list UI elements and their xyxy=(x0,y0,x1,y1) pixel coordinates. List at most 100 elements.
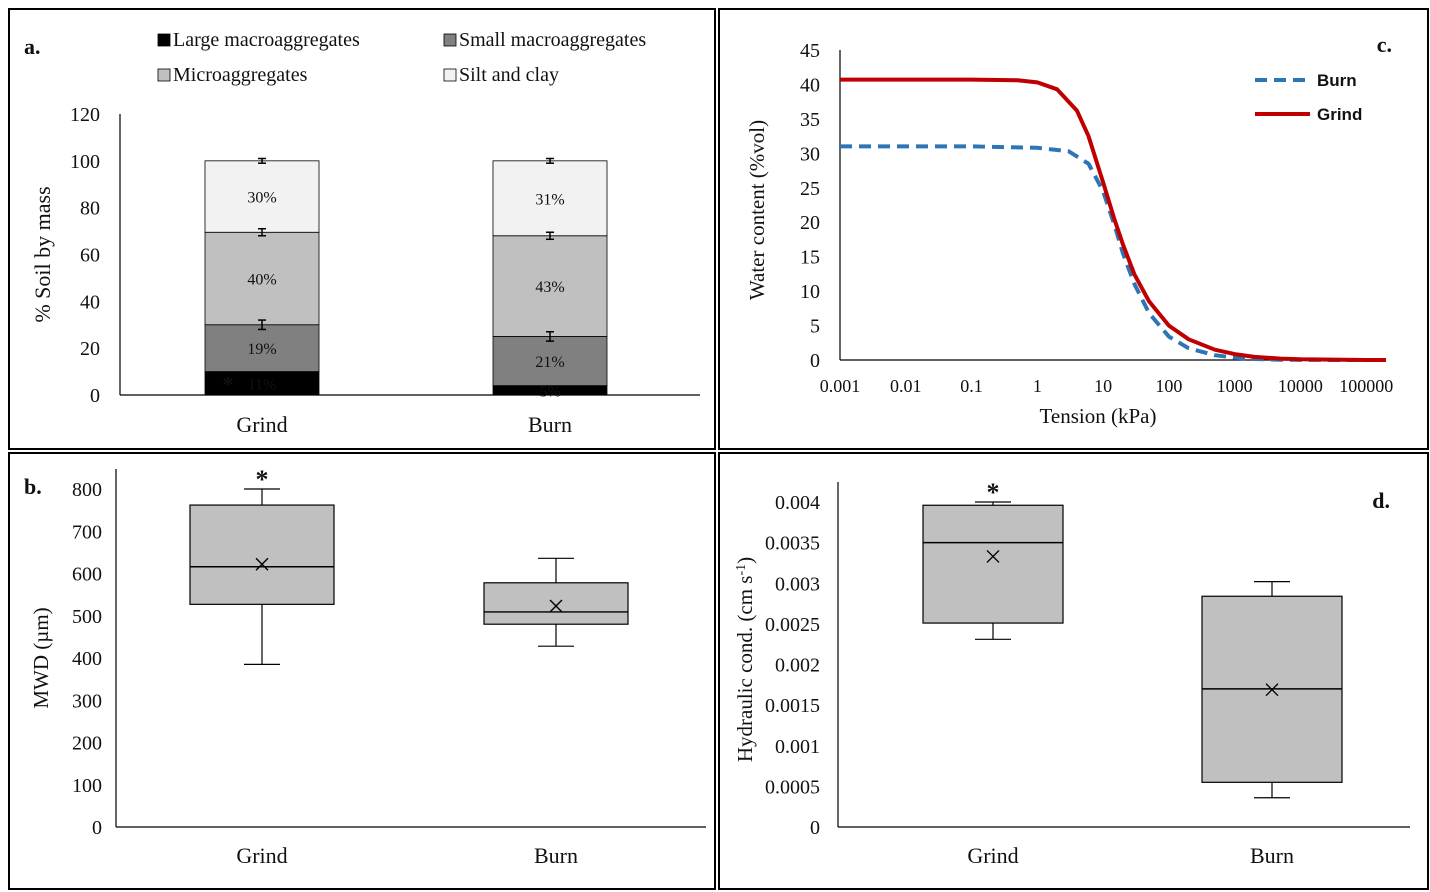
data-label: 5% xyxy=(539,383,560,400)
y-axis-title: % Soil by mass xyxy=(30,186,55,322)
y-tick-label: 0.003 xyxy=(775,573,820,595)
x-tick-label: Burn xyxy=(528,412,572,437)
y-tick-label: 0.001 xyxy=(775,736,820,758)
data-label: 31% xyxy=(535,191,564,208)
y-tick-label: 500 xyxy=(72,606,102,628)
chart-d-hydraulic-boxplot: d. 0 0.0005 0.001 0.0015 0.002 0.0025 0.003 0.00… xyxy=(733,478,1410,868)
mean-marker xyxy=(549,599,563,613)
y-tick-label: 120 xyxy=(70,104,100,126)
y-tick-label: 10 xyxy=(800,281,820,303)
y-tick-label: 25 xyxy=(800,178,820,200)
y-axis-title: Hydraulic cond. (cm s-1) xyxy=(733,557,757,762)
y-axis-title: Water content (%vol) xyxy=(745,120,769,300)
y-tick-label: 0.0025 xyxy=(765,614,820,636)
y-tick-label: 0 xyxy=(90,385,100,407)
panel-letter: b. xyxy=(24,474,42,499)
y-tick-label: 0.0005 xyxy=(765,776,820,798)
y-tick-label: 40 xyxy=(80,291,100,313)
y-tick-label: 20 xyxy=(80,338,100,360)
data-label: 40% xyxy=(247,272,276,289)
mean-marker xyxy=(986,549,1000,563)
y-tick-label: 300 xyxy=(72,690,102,712)
legend-swatch xyxy=(443,68,457,82)
bar-segment xyxy=(492,336,608,387)
y-tick-label: 15 xyxy=(800,247,820,269)
x-tick-label: 10000 xyxy=(1278,376,1323,396)
chart-b-mwd-boxplot: b. 0 100 200 300 400 500 600 700 800 MWD (µm) * Grin… xyxy=(24,465,706,868)
y-axis-title: MWD (µm) xyxy=(29,607,53,708)
y-tick-label: 0 xyxy=(92,817,102,839)
legend-label: Large macroaggregates xyxy=(173,29,360,51)
y-tick-label: 60 xyxy=(80,245,100,267)
legend-swatch xyxy=(443,33,457,47)
x-tick-label: 0.01 xyxy=(890,376,922,396)
x-tick-label: Grind xyxy=(967,843,1018,868)
series-line-burn xyxy=(840,144,1386,362)
chart-a-stacked-bar: a. 0 20 40 60 80 100 120 % Soil by mass 11% 19% 40%… xyxy=(24,29,700,437)
y-tick-label: 5 xyxy=(810,316,820,338)
y-tick-label: 400 xyxy=(72,648,102,670)
legend-label: Burn xyxy=(1317,71,1357,90)
x-tick-label: 10 xyxy=(1094,376,1112,396)
y-tick-label: 100 xyxy=(72,775,102,797)
x-tick-label: Grind xyxy=(236,412,287,437)
data-label: 11% xyxy=(248,376,277,393)
box xyxy=(483,582,629,625)
series-line-grind xyxy=(840,77,1386,362)
significance-star: * xyxy=(223,371,234,396)
bar-segment xyxy=(204,324,320,372)
x-tick-label: 100 xyxy=(1155,376,1182,396)
panel-letter: a. xyxy=(24,34,41,59)
data-label: 30% xyxy=(247,190,276,207)
panel-c: c. 0 5 10 15 20 25 30 35 40 45 0.001 0.01 0.1 1 10 100 10… xyxy=(718,8,1429,450)
legend-label: Small macroaggregates xyxy=(459,29,646,51)
y-tick-label: 100 xyxy=(70,151,100,173)
x-tick-label: 100000 xyxy=(1339,376,1393,396)
y-tick-label: 40 xyxy=(800,74,820,96)
significance-star: * xyxy=(256,465,269,494)
x-tick-label: Grind xyxy=(236,843,287,868)
panel-letter: d. xyxy=(1372,488,1390,513)
x-axis-title: Tension (kPa) xyxy=(1040,404,1157,428)
legend-swatch xyxy=(157,68,171,82)
y-tick-label: 700 xyxy=(72,521,102,543)
legend-label: Microaggregates xyxy=(173,64,308,86)
x-tick-label: Burn xyxy=(534,843,578,868)
data-label: 21% xyxy=(535,354,564,371)
y-tick-label: 0.0015 xyxy=(765,695,820,717)
legend-label: Silt and clay xyxy=(459,64,559,86)
y-tick-label: 30 xyxy=(800,143,820,165)
y-tick-label: 800 xyxy=(72,479,102,501)
y-tick-label: 0.002 xyxy=(775,655,820,677)
y-tick-label: 0.0035 xyxy=(765,533,820,555)
x-tick-label: 1000 xyxy=(1217,376,1253,396)
x-tick-label: 1 xyxy=(1033,376,1042,396)
x-tick-label: Burn xyxy=(1250,843,1294,868)
y-tick-label: 0 xyxy=(810,350,820,372)
x-tick-label: 0.001 xyxy=(820,376,861,396)
legend-label: Grind xyxy=(1317,105,1362,124)
y-tick-label: 0 xyxy=(810,817,820,839)
y-tick-label: 0.004 xyxy=(775,492,820,514)
y-tick-label: 200 xyxy=(72,733,102,755)
box xyxy=(922,504,1064,624)
panel-d: d. 0 0.0005 0.001 0.0015 0.002 0.0025 0.003 0.00… xyxy=(718,452,1429,890)
y-tick-label: 45 xyxy=(800,40,820,62)
y-tick-label: 80 xyxy=(80,198,100,220)
y-tick-label: 35 xyxy=(800,109,820,131)
mean-marker xyxy=(1265,683,1279,697)
panel-a: a. 0 20 40 60 80 100 120 % Soil by mass 11% 19% 40%… xyxy=(8,8,716,450)
y-tick-label: 600 xyxy=(72,564,102,586)
box xyxy=(189,504,335,605)
chart-c-retention-curve: c. 0 5 10 15 20 25 30 35 40 45 0.001 0.01 0.1 1 10 100 10… xyxy=(745,32,1393,428)
data-label: 19% xyxy=(247,341,276,358)
bar-segment xyxy=(492,160,608,237)
mean-marker xyxy=(255,557,269,571)
y-tick-label: 20 xyxy=(800,212,820,234)
legend-swatch xyxy=(157,33,171,47)
significance-star: * xyxy=(987,478,1000,507)
panel-b: b. 0 100 200 300 400 500 600 700 800 MWD (µm) * Grin… xyxy=(8,452,716,890)
data-label: 43% xyxy=(535,279,564,296)
panel-letter: c. xyxy=(1377,32,1392,57)
x-tick-label: 0.1 xyxy=(960,376,983,396)
